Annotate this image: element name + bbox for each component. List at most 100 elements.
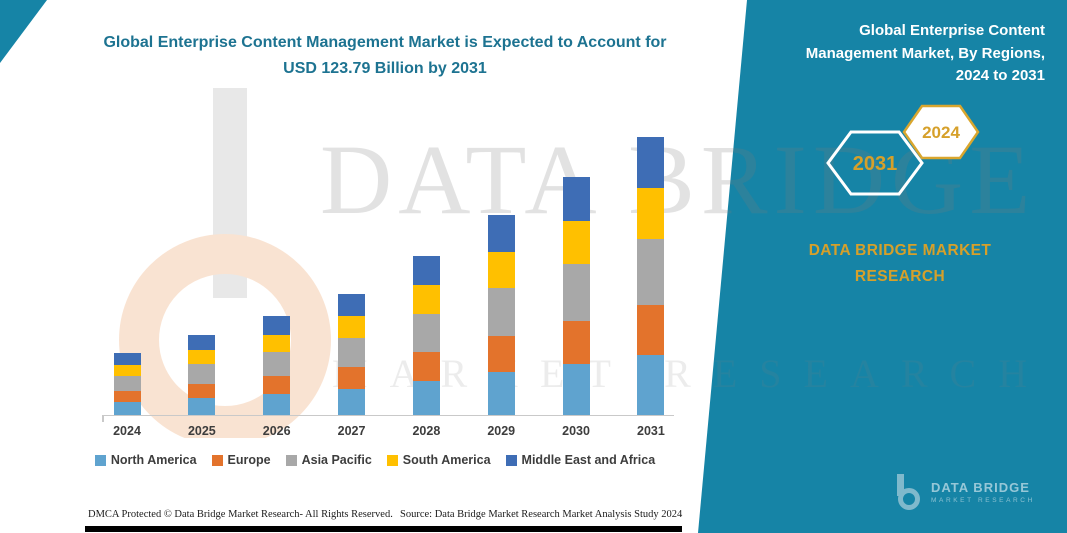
x-axis-label: 2027 — [337, 424, 366, 438]
legend-label: Asia Pacific — [301, 453, 372, 467]
page-title-line2: USD 123.79 Billion by 2031 — [283, 59, 487, 77]
bar-segment — [637, 188, 665, 239]
bar-segment — [562, 263, 590, 321]
bar-segment — [412, 380, 440, 415]
bar-segment — [412, 285, 440, 314]
bar-segment — [188, 350, 216, 365]
company-logo-icon — [897, 474, 920, 510]
company-logo-subtitle: MARKET RESEARCH — [931, 497, 1035, 504]
bars-row — [104, 119, 674, 416]
bar-segment — [338, 388, 366, 415]
y-axis-tick — [102, 415, 104, 422]
bar-segment — [263, 393, 291, 415]
brand-line2: RESEARCH — [854, 267, 946, 285]
legend-item: Europe — [211, 453, 271, 467]
bar-segment — [263, 316, 291, 335]
bar-segment — [188, 335, 216, 351]
bar-segment — [113, 364, 141, 376]
bar-segment — [637, 137, 665, 189]
corner-triangle-decoration — [0, 0, 47, 63]
bar-segment — [338, 316, 366, 338]
bar-segment — [113, 390, 141, 402]
legend-label: South America — [402, 453, 491, 467]
bar-segment — [487, 252, 515, 289]
footer-source-text: Source: Data Bridge Market Research Mark… — [400, 509, 683, 520]
panel-heading-line2: Management Market, By Regions, — [805, 44, 1045, 62]
legend-swatch — [505, 454, 517, 466]
legend-label: North America — [110, 453, 197, 467]
bar-stack — [562, 177, 590, 415]
bar-segment — [562, 320, 590, 364]
hexagon-2031-outline — [826, 130, 924, 196]
bar-column — [104, 353, 150, 415]
bar-stack — [113, 353, 141, 415]
bar-column — [628, 137, 674, 415]
x-axis-label: 2025 — [187, 424, 216, 438]
x-axis-label: 2028 — [412, 424, 441, 438]
bar-column — [478, 215, 524, 415]
bar-segment — [338, 367, 366, 389]
hexagon-2031-label: 2031 — [853, 153, 898, 175]
bar-segment — [338, 293, 366, 317]
bar-segment — [637, 305, 665, 356]
bar-segment — [113, 375, 141, 391]
bar-stack — [188, 335, 216, 415]
bar-segment — [113, 401, 141, 415]
legend-swatch — [386, 454, 398, 466]
x-labels-row: 2024 2025 2026 2027 2028 2029 2030 2031 — [104, 424, 674, 438]
bar-segment — [263, 334, 291, 353]
x-axis-label: 2026 — [262, 424, 291, 438]
bar-segment — [113, 353, 141, 365]
bar-stack — [338, 293, 366, 415]
bar-segment — [412, 351, 440, 381]
bar-segment — [263, 352, 291, 377]
legend-label: Middle East and Africa — [521, 453, 656, 467]
bar-segment — [188, 383, 216, 398]
bar-stack — [487, 215, 515, 415]
hexagon-2024-outline — [902, 104, 980, 160]
legend-item: North America — [94, 453, 197, 467]
bar-segment — [487, 215, 515, 253]
bar-stack — [412, 255, 440, 415]
bar-segment — [188, 397, 216, 415]
bar-segment — [188, 364, 216, 384]
x-axis-label: 2029 — [487, 424, 516, 438]
hexagon-2024: 2024 — [902, 104, 980, 160]
legend-item: Asia Pacific — [285, 453, 372, 467]
bar-segment — [487, 372, 515, 415]
bar-segment — [562, 221, 590, 264]
x-axis-label: 2031 — [637, 424, 665, 438]
page-title: Global Enterprise Content Management Mar… — [35, 30, 735, 81]
bar-segment — [412, 313, 440, 352]
bar-segment — [637, 238, 665, 306]
bar-segment — [263, 376, 291, 394]
hexagon-2024-label: 2024 — [922, 123, 960, 142]
x-axis-label: 2024 — [113, 424, 141, 438]
bar-segment — [637, 355, 665, 415]
legend: North America Europe Asia Pacific South Ame… — [70, 453, 680, 467]
company-logo-text: DATA BRIDGE MARKET RESEARCH — [931, 480, 1035, 504]
bar-column — [403, 255, 449, 415]
bar-column — [553, 177, 599, 415]
brand-text: DATA BRIDGE MARKET RESEARCH — [750, 238, 1050, 289]
hexagon-2031: 2031 — [826, 130, 924, 196]
bar-stack — [637, 137, 665, 415]
bar-column — [179, 335, 225, 415]
company-logo-title: DATA BRIDGE — [931, 480, 1030, 495]
panel-heading-line1: Global Enterprise Content — [859, 22, 1045, 39]
logo-stem — [897, 474, 904, 496]
panel-heading: Global Enterprise Content Management Mar… — [753, 20, 1045, 88]
legend-swatch — [211, 454, 223, 466]
bar-column — [329, 293, 375, 415]
page-title-line1: Global Enterprise Content Management Mar… — [103, 34, 667, 51]
company-logo: DATA BRIDGE MARKET RESEARCH — [893, 474, 1035, 510]
bar-segment — [487, 336, 515, 373]
legend-item: South America — [386, 453, 491, 467]
legend-label: Europe — [227, 453, 271, 467]
bar-segment — [562, 363, 590, 415]
panel-heading-line3: 2024 to 2031 — [955, 67, 1045, 84]
footer-black-bar — [85, 526, 682, 532]
legend-item: Middle East and Africa — [505, 453, 656, 467]
logo-bowl — [898, 488, 920, 510]
